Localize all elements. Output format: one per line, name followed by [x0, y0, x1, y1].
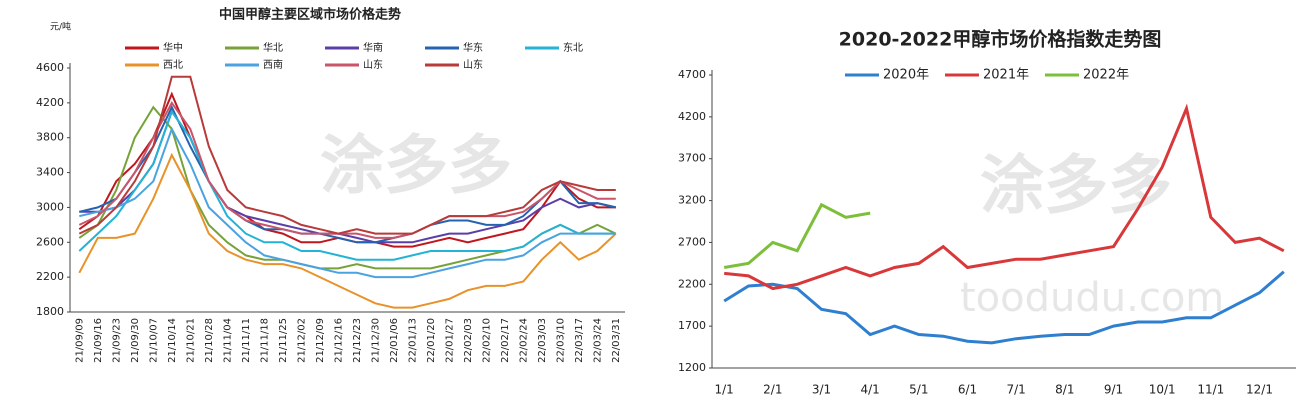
x-tick-label: 21/12/16	[333, 318, 344, 363]
x-tick-label: 21/12/30	[370, 318, 381, 363]
x-tick-label: 8/1	[1055, 383, 1074, 397]
series-line	[723, 202, 871, 269]
x-tick-label: 22/03/31	[611, 318, 622, 363]
x-tick-label: 22/03/03	[537, 318, 548, 363]
x-tick-label: 22/02/17	[500, 318, 511, 363]
x-tick-label: 21/12/23	[352, 318, 363, 363]
x-tick-label: 21/10/28	[204, 318, 215, 363]
series-line	[78, 152, 617, 309]
x-tick-label: 9/1	[1104, 383, 1123, 397]
x-tick-label: 21/12/09	[315, 318, 326, 363]
legend-label: 华中	[163, 41, 183, 54]
x-tick-label: 21/09/16	[93, 318, 104, 363]
x-tick-label: 21/11/11	[241, 318, 252, 363]
x-tick-label: 22/02/24	[518, 318, 529, 363]
series-line	[724, 103, 1285, 291]
watermark-site: toodudu.com	[960, 275, 1224, 321]
y-tick-label: 1800	[36, 305, 64, 318]
x-tick-label: 22/03/24	[592, 318, 603, 363]
series-line	[78, 109, 616, 261]
x-tick-label: 21/10/21	[185, 318, 196, 363]
x-tick-label: 22/02/10	[481, 318, 492, 363]
y-tick-label: 3700	[678, 152, 706, 165]
watermark-brand: 涂多多	[980, 150, 1172, 224]
x-tick-label: 22/01/13	[407, 318, 418, 363]
y-tick-label: 2700	[678, 235, 706, 248]
legend-label: 西南	[263, 58, 283, 71]
x-tick-label: 12/1	[1246, 383, 1273, 397]
series-line	[78, 75, 616, 235]
y-tick-label: 4200	[678, 110, 706, 123]
legend-label: 2020年	[883, 68, 929, 83]
x-tick-label: 11/1	[1197, 383, 1224, 397]
y-tick-label: 3800	[36, 131, 64, 144]
x-tick-label: 22/03/17	[574, 318, 585, 363]
y-tick-label: 3000	[36, 200, 64, 213]
x-tick-label: 7/1	[1007, 383, 1026, 397]
x-tick-label: 6/1	[958, 383, 977, 397]
x-tick-label: 22/03/10	[555, 318, 566, 363]
x-tick-label: 21/09/30	[130, 318, 141, 363]
x-tick-label: 21/10/07	[148, 318, 159, 363]
legend-label: 华东	[463, 41, 483, 54]
x-tick-label: 21/11/18	[259, 318, 270, 363]
x-tick-label: 22/01/06	[389, 318, 400, 363]
y-tick-label: 1700	[678, 319, 706, 332]
y-tick-label: 4600	[36, 61, 64, 74]
y-axis-label: 元/吨	[50, 21, 71, 33]
x-tick-label: 21/12/02	[296, 318, 307, 363]
x-tick-label: 1/1	[715, 383, 734, 397]
y-tick-label: 3200	[678, 194, 706, 207]
y-tick-label: 2200	[36, 270, 64, 283]
legend-label: 西北	[163, 59, 183, 71]
x-tick-label: 21/10/14	[167, 318, 178, 363]
chart-title: 中国甲醇主要区域市场价格走势	[219, 7, 401, 23]
x-tick-label: 22/01/27	[444, 318, 455, 363]
y-tick-label: 4700	[678, 68, 706, 81]
x-tick-label: 21/09/23	[111, 318, 122, 363]
y-tick-label: 4200	[36, 96, 64, 109]
legend-label: 山东	[363, 58, 383, 71]
x-tick-label: 22/01/20	[426, 318, 437, 363]
y-tick-label: 3400	[36, 166, 64, 179]
legend-label: 华南	[363, 41, 383, 54]
y-tick-label: 2600	[36, 235, 64, 248]
y-tick-label: 1200	[678, 361, 706, 374]
x-tick-label: 21/11/04	[222, 318, 233, 363]
series-line	[79, 104, 617, 244]
series-line	[78, 100, 616, 239]
legend-label: 东北	[563, 41, 583, 54]
legend-label: 山东	[463, 58, 483, 71]
x-tick-label: 2/1	[763, 383, 782, 397]
x-tick-label: 22/02/03	[463, 318, 474, 363]
legend-label: 华北	[263, 41, 283, 54]
x-tick-label: 21/09/09	[74, 318, 85, 363]
y-tick-label: 2200	[678, 277, 706, 290]
legend-label: 2022年	[1083, 68, 1129, 83]
x-tick-label: 3/1	[812, 383, 831, 397]
series-line	[79, 126, 616, 279]
legend-label: 2021年	[983, 68, 1029, 83]
x-tick-label: 4/1	[861, 383, 880, 397]
chart-title: 2020-2022甲醇市场价格指数走势图	[839, 28, 1162, 51]
x-tick-label: 21/11/25	[278, 318, 289, 363]
series-line	[723, 270, 1285, 345]
x-tick-label: 5/1	[909, 383, 928, 397]
x-tick-label: 10/1	[1149, 383, 1176, 397]
watermark-brand: 涂多多	[320, 130, 512, 204]
